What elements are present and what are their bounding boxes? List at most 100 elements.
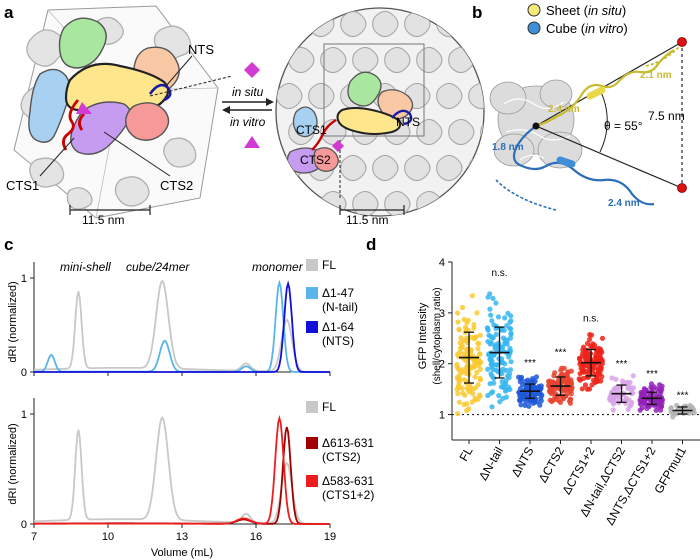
data-point [464, 335, 470, 341]
y-axis-label-c-top: dRI (normalized) [7, 281, 19, 362]
nts-tail [148, 83, 172, 102]
y-axis-label-d-line2: (shell/cytoplasm ratio) [432, 287, 443, 384]
sheet-subunit [340, 10, 367, 38]
panel-label-a: a [4, 3, 14, 22]
data-point [478, 377, 484, 383]
data-point [550, 379, 556, 385]
sheet-subunit [416, 46, 443, 74]
measure-yellow-outer: 2.1 nm [640, 70, 672, 81]
data-point [508, 313, 514, 319]
data-point [657, 386, 663, 392]
measure-blue-outer: 2.4 nm [608, 198, 640, 209]
data-point [508, 318, 514, 324]
data-point [623, 400, 629, 406]
sheet-subunit [288, 190, 315, 216]
data-point [496, 393, 502, 399]
y-axis-label-c-bottom: dRI (normalized) [7, 423, 19, 504]
panel-b: b Sheet (in situ) Cube (in vitro) [472, 3, 687, 211]
data-point [568, 386, 575, 392]
triangle-marker [244, 136, 260, 148]
data-point [526, 403, 532, 409]
data-point [518, 374, 525, 380]
data-point [609, 375, 615, 381]
data-point [590, 341, 596, 347]
panel-label-b: b [472, 3, 482, 22]
data-point [475, 346, 481, 352]
yellow-tail [535, 49, 675, 128]
data-point [612, 385, 619, 391]
data-point [644, 405, 650, 411]
legend-label: Δ1-47 [322, 286, 354, 300]
data-point [455, 391, 461, 397]
sheet-subunit [404, 154, 431, 182]
data-point [672, 411, 678, 417]
legend-label: Δ613-631 [322, 436, 374, 450]
data-point [456, 377, 462, 383]
data-point [475, 382, 481, 388]
inset-label-nts: NTS [396, 115, 420, 129]
sheet-subunit [320, 46, 347, 74]
data-point [504, 323, 510, 329]
data-point [638, 397, 645, 403]
legend-swatch-cube [527, 21, 541, 35]
data-point [489, 362, 495, 368]
legend-label-sub: (N-tail) [322, 300, 358, 314]
data-point [485, 326, 491, 332]
sheet-subunit [340, 154, 367, 182]
endpoint-lower [677, 183, 687, 193]
data-point [579, 386, 585, 392]
panel-c: c mini-shell cube/24mer monomer dRI (nor… [4, 235, 374, 559]
data-point [493, 300, 499, 306]
data-point [474, 369, 480, 376]
data-point [598, 378, 604, 384]
significance-label: n.s. [583, 314, 599, 325]
category-label: ΔNTS [508, 445, 536, 480]
data-point [477, 351, 483, 357]
data-point [469, 293, 475, 299]
data-point [499, 359, 505, 365]
panel-d: d GFP Intensity (shell/cytoplasm ratio) … [366, 235, 700, 527]
data-point [464, 408, 470, 414]
data-point [494, 362, 501, 368]
data-point [489, 404, 495, 410]
data-point [599, 361, 606, 367]
data-point [477, 392, 483, 398]
diamond-marker [244, 62, 260, 78]
endpoint-upper [677, 37, 687, 47]
data-point [518, 402, 524, 408]
data-point [500, 385, 507, 391]
annotation-cube: cube/24mer [126, 260, 190, 274]
x-tick-label: 7 [31, 531, 37, 543]
data-point [477, 332, 483, 338]
data-point [467, 347, 473, 353]
scale-label-left: 11.5 nm [82, 213, 124, 227]
data-point [523, 399, 529, 405]
significance-label: n.s. [491, 268, 507, 279]
data-point [459, 304, 466, 311]
inset-label-cts2: CTS2 [300, 153, 331, 167]
y-tick-label: 4 [439, 257, 445, 269]
data-point [462, 324, 468, 330]
data-point [456, 326, 462, 333]
data-point [577, 356, 583, 362]
data-point [567, 396, 574, 402]
vector-upper [535, 41, 683, 127]
data-point [656, 382, 663, 388]
annotation-monomer: monomer [252, 260, 304, 274]
trace--1-64-nts- [34, 280, 330, 373]
gfp-scatter-chart: 1234FLn.s.ΔN-tail***ΔNTS***ΔCTS2n.s.ΔCTS… [439, 257, 700, 527]
data-point [488, 312, 494, 318]
data-point [549, 386, 555, 392]
legend-swatch [306, 259, 318, 271]
significance-label: *** [646, 369, 658, 380]
data-point [472, 364, 478, 370]
y-tick-label: 1 [21, 409, 27, 421]
label-cts1: CTS1 [6, 178, 39, 193]
data-point [503, 367, 509, 373]
significance-label: *** [524, 358, 536, 369]
data-point [552, 370, 558, 376]
data-point [485, 366, 491, 372]
data-point [657, 407, 664, 413]
data-point [474, 310, 480, 316]
